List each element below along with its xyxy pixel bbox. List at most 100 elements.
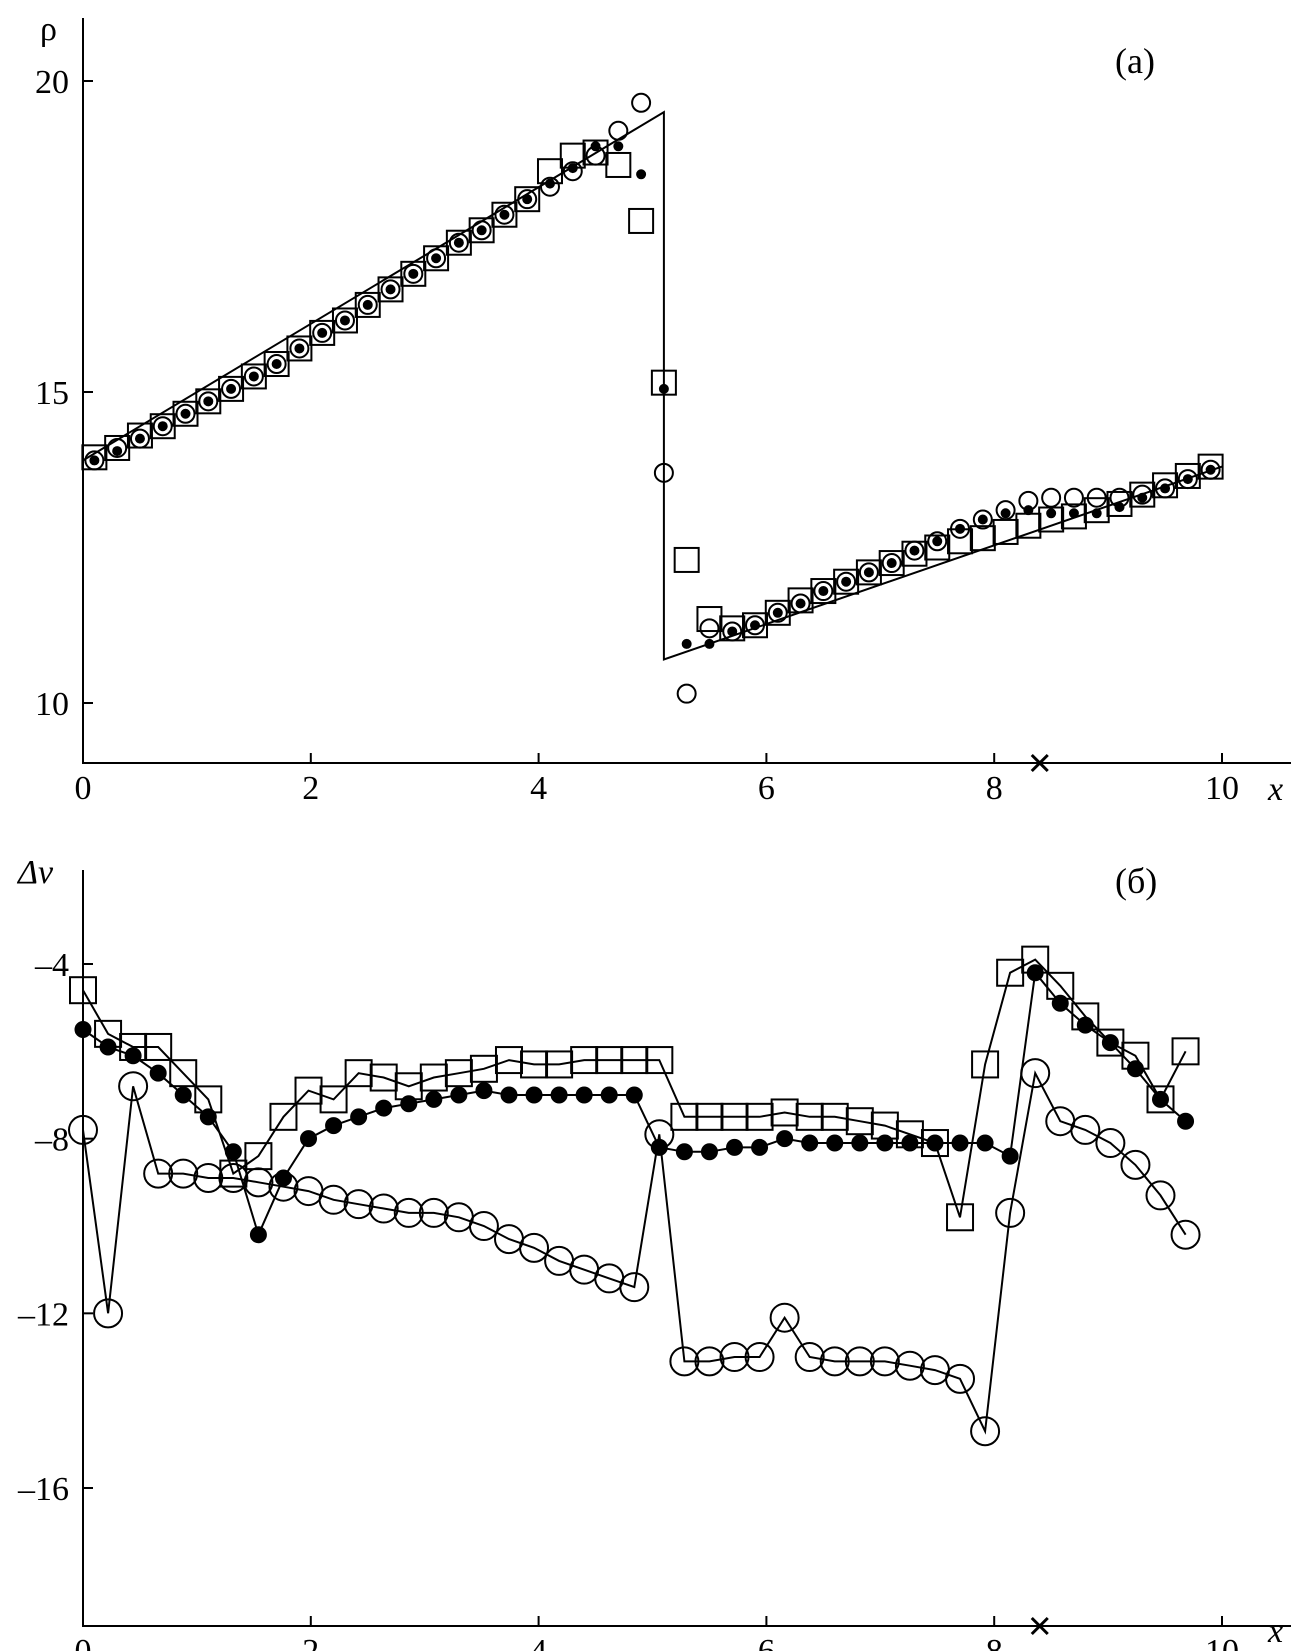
panel-b-series-open-circle-point [970,1416,1001,1447]
panel-a-series-open-square-point [1060,503,1087,530]
panel-a-series-open-circle-point [107,437,128,458]
panel-b-x-tick-label: 10 [1205,1633,1239,1651]
panel-a-series-open-circle-point [426,248,447,269]
panel-b-series-filled-circle-point [726,1138,744,1156]
panel-a-series-filled-circle-point [544,178,555,189]
panel-a-series-open-circle-point [972,509,993,530]
panel-a-series-open-square-point [650,369,677,396]
panel-a-series-open-circle-point [836,571,857,592]
panel-b-series-filled-circle-point [525,1086,543,1104]
panel-b-series-open-circle-point [143,1158,174,1189]
panel-a-series-filled-circle-point [1160,483,1171,494]
panel-a-series-filled-circle-point [294,343,305,354]
panel-b-series-filled-circle-point [300,1130,318,1148]
panel-b-series-filled-circle-point [600,1086,618,1104]
panel-b-series-open-circle-point [393,1197,424,1228]
panel-a-series-filled-circle-point [977,514,988,525]
panel-a-series-open-circle-point [129,428,150,449]
panel-b-series-filled-circle-point [174,1086,192,1104]
panel-b-series-filled-circle-line [82,970,1187,1238]
panel-a-x-tick-label: 4 [530,770,547,807]
panel-b-series-open-square-point [971,1050,1000,1079]
panel-b-series-filled-circle-point [400,1095,418,1113]
panel-a-series-filled-circle-point [863,567,874,578]
panel-a-series-filled-circle-point [841,576,852,587]
panel-b-series-filled-circle-point [675,1143,693,1161]
panel-b-series-open-circle-point [945,1363,976,1394]
panel-a-series-filled-circle-point [522,194,533,205]
panel-b-series-filled-circle-point [224,1143,242,1161]
panel-b-series-filled-circle-point [450,1086,468,1104]
panel-a-series-filled-circle-point [1205,464,1216,475]
panel-a-series-open-circle-point [995,500,1016,521]
panel-b-series-open-circle-point [93,1298,124,1329]
panel-a-series-open-circle-point [198,391,219,412]
panel-a-series-open-square-point [491,201,518,228]
panel-b-y-axis-label: Δv [16,854,54,891]
panel-b: (б) Δv x 0 2 4 6 8 10 –4 –8 –12 –16 [16,854,1291,1651]
panel-a-series-filled-circle-point [909,545,920,556]
panel-b-series-filled-circle-point [124,1047,142,1065]
panel-b-series-filled-circle-point [801,1134,819,1152]
panel-b-series-open-square-point [1171,1037,1200,1066]
panel-b-series-open-circle-point [819,1346,850,1377]
panel-a-series-filled-circle-point [795,598,806,609]
panel-b-series-filled-circle-point [350,1108,368,1126]
panel-a-series-filled-circle-point [1182,474,1193,485]
panel-b-x-tick-label: 6 [758,1633,775,1651]
panel-a-series-open-circle-point [1177,469,1198,490]
panel-b-series-open-circle-point [1070,1114,1101,1145]
panel-b-series-filled-circle-point [1177,1112,1195,1130]
panel-b-series-open-circle-point [118,1071,149,1102]
panel-a-series-filled-circle-point [89,455,100,466]
panel-b-axes [82,870,1291,1627]
panel-a-series-open-circle-point [813,581,834,602]
panel-a-series-open-circle-point [152,416,173,437]
panel-a-series-open-square-point [286,335,313,362]
panel-b-series-open-circle-point [243,1167,274,1198]
panel-b-series-filled-circle-point [149,1064,167,1082]
panel-b-series-filled-circle-point [1001,1147,1019,1165]
panel-a-series-open-square-point [468,217,495,244]
panel-a-series-open-circle-point [84,450,105,471]
panel-a-series-open-circle-point [904,540,925,561]
panel-a-series-filled-circle-point [955,523,966,534]
panel-b-series-open-square-point [69,976,97,1005]
panel-a-series-open-circle-point [175,403,196,424]
panel-b-series-filled-circle-point [751,1138,769,1156]
panel-b-series-open-square-point [169,1059,198,1088]
panel-a-series-open-circle-point [266,354,287,375]
panel-b-x-axis-label: x [1267,1613,1283,1650]
panel-a-series-open-square-point [354,291,381,318]
panel-b-series-open-circle-line [82,1070,1187,1435]
panel-b-series-filled-circle-point [1076,1016,1094,1034]
panel-b-series-filled-circle-point [901,1134,919,1152]
panel-a-series-open-square-point [628,207,655,234]
panel-b-series-open-circle-point [669,1346,700,1377]
panel-a-series-open-square-point [833,568,860,595]
panel-a-series-filled-circle-point [226,383,237,394]
panel-b-series-filled-circle-point [475,1082,493,1100]
panel-b-series-open-circle-point [218,1162,249,1193]
panel-a-series-open-circle-point [927,531,948,552]
panel-a-series-filled-circle-point [932,536,943,547]
panel-b-series-filled-circle-point [926,1134,944,1152]
panel-a: (a) ρ x 0 2 4 6 8 10 10 15 20 [35,11,1291,808]
panel-a-series-open-square-point [423,245,450,272]
panel-b-series-filled-circle-point [951,1134,969,1152]
panel-a-series-filled-circle-point [134,433,145,444]
panel-b-series-filled-circle-point [1151,1090,1169,1108]
panel-a-series-open-circle-point [653,462,674,483]
panel-a-series-filled-circle-point [818,586,829,597]
panel-a-y-tick-label: 10 [35,686,69,723]
panel-b-series-open-circle-point [744,1342,775,1372]
panel-a-series-open-square-point [514,186,541,213]
panel-b-series-filled-circle-point [375,1099,393,1117]
panel-b-series-open-circle-point [1145,1180,1176,1211]
panel-a-series-open-circle-point [745,615,766,636]
panel-a-series-open-circle-point [767,602,788,623]
panel-b-series-open-circle-point [644,1119,675,1150]
panel-a-series-open-circle-point [1063,487,1084,508]
panel-b-series-open-circle-point [894,1350,925,1381]
panel-b-series-open-circle-point [719,1342,750,1372]
